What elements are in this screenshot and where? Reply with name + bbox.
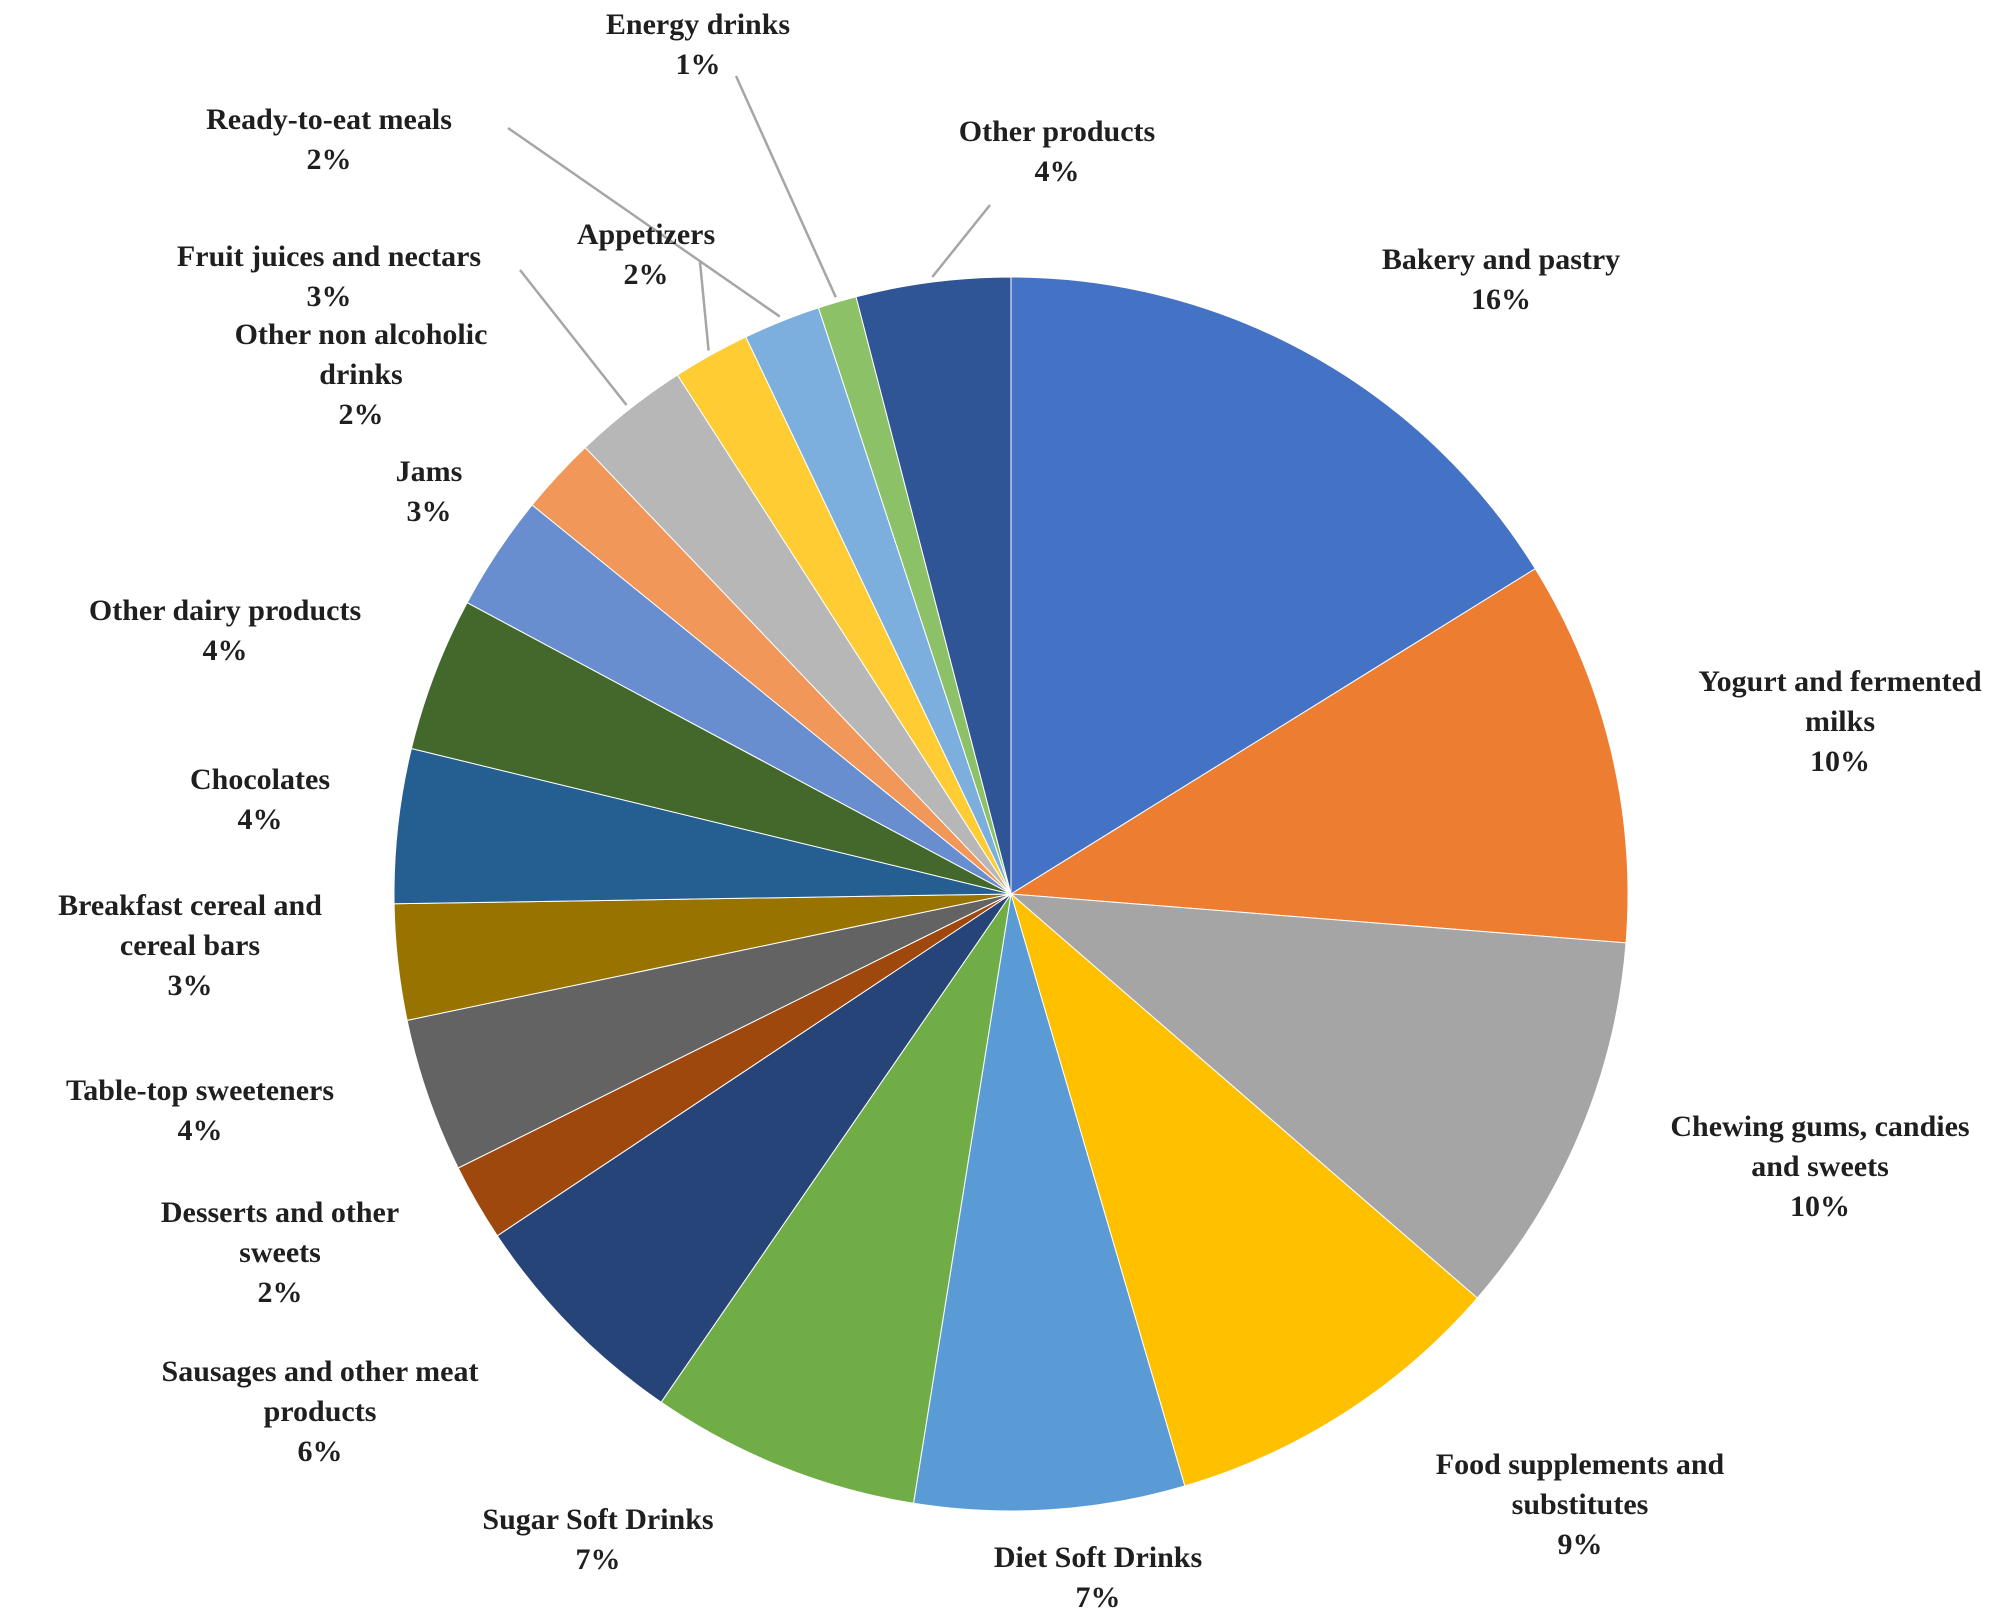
- slice-label-text: Chocolates: [190, 763, 330, 796]
- slice-label-pct: 10%: [1810, 745, 1870, 778]
- slice-label-text: Other non alcoholic: [234, 318, 488, 351]
- slice-label-text: products: [263, 1395, 377, 1428]
- slice-label-text: Breakfast cereal and: [58, 889, 322, 922]
- slice-label-pct: 9%: [1557, 1528, 1603, 1561]
- slice-label-13: Other non alcoholic drinks 2%: [235, 315, 488, 435]
- pie-slice-18: [855, 276, 1012, 895]
- slice-label-text: sweets: [239, 1236, 321, 1269]
- pie-slice-3: [1010, 892, 1479, 1487]
- slice-label-10: Chocolates 4%: [190, 760, 330, 840]
- slice-label-pct: 2%: [306, 143, 352, 176]
- slice-label-text: Food supplements and: [1435, 1448, 1725, 1481]
- pie-slice-5: [660, 893, 1012, 1504]
- slice-label-text: and sweets: [1751, 1150, 1889, 1183]
- slice-label-text: Other products: [958, 115, 1156, 148]
- slice-label-6: Sausages and other meat products 6%: [162, 1352, 479, 1472]
- slice-label-text: Table-top sweeteners: [65, 1074, 335, 1107]
- slice-label-4: Diet Soft Drinks 7%: [994, 1538, 1202, 1618]
- slice-label-text: Energy drinks: [605, 8, 791, 41]
- slice-label-17: Energy drinks 1%: [606, 5, 790, 85]
- leader-line-14: [519, 269, 628, 406]
- slice-label-2: Chewing gums, candies and sweets 10%: [1670, 1107, 1969, 1227]
- slice-label-text: Other dairy products: [88, 594, 362, 627]
- slice-label-pct: 3%: [167, 969, 213, 1002]
- leader-line-16: [507, 126, 781, 318]
- slice-label-8: Table-top sweeteners 4%: [66, 1071, 334, 1151]
- slice-label-text: Desserts and other: [160, 1196, 400, 1229]
- pie-slice-2: [1009, 893, 1627, 1299]
- slice-label-text: Appetizers: [576, 218, 716, 251]
- pie-slice-1: [1009, 568, 1629, 944]
- pie-slice-4: [912, 893, 1186, 1512]
- slice-label-text: cereal bars: [119, 929, 261, 962]
- slice-label-5: Sugar Soft Drinks 7%: [482, 1500, 713, 1580]
- slice-label-pct: 2%: [623, 258, 669, 291]
- slice-label-pct: 3%: [306, 280, 352, 313]
- slice-label-pct: 7%: [575, 1543, 621, 1576]
- slice-label-1: Yogurt and fermented milks 10%: [1698, 662, 1981, 782]
- slice-label-16: Ready-to-eat meals 2%: [206, 100, 452, 180]
- slice-label-11: Other dairy products 4%: [89, 591, 361, 671]
- slice-label-text: Jams: [395, 455, 463, 488]
- slice-label-pct: 16%: [1470, 283, 1531, 316]
- slice-label-pct: 4%: [1034, 155, 1080, 188]
- slice-label-pct: 2%: [338, 398, 384, 431]
- slice-label-text: substitutes: [1511, 1488, 1649, 1521]
- pie-slice-0: [1010, 276, 1536, 895]
- pie-slice-6: [496, 893, 1012, 1403]
- slice-label-3: Food supplements and substitutes 9%: [1436, 1445, 1724, 1565]
- slice-label-text: milks: [1804, 705, 1876, 738]
- slice-label-text: Sugar Soft Drinks: [482, 1503, 714, 1536]
- slice-label-text: drinks: [319, 358, 403, 391]
- slice-label-pct: 7%: [1075, 1581, 1121, 1614]
- slice-label-pct: 10%: [1790, 1190, 1850, 1223]
- leader-line-17: [734, 75, 837, 298]
- slice-label-9: Breakfast cereal and cereal bars 3%: [58, 886, 322, 1006]
- slice-label-pct: 6%: [297, 1435, 343, 1468]
- slice-label-15: Appetizers 2%: [577, 215, 715, 295]
- slice-label-text: Chewing gums, candies: [1670, 1110, 1970, 1143]
- slice-label-pct: 1%: [675, 48, 721, 81]
- slice-label-text: Bakery and pastry: [1381, 243, 1621, 276]
- leader-line-15: [698, 261, 710, 351]
- slice-label-pct: 4%: [202, 634, 248, 667]
- slice-label-7: Desserts and other sweets 2%: [161, 1193, 399, 1313]
- slice-label-text: Ready-to-eat meals: [206, 103, 452, 136]
- leader-line-18: [931, 204, 991, 278]
- slice-label-14: Fruit juices and nectars 3%: [177, 237, 481, 317]
- slice-label-pct: 4%: [177, 1114, 223, 1147]
- slice-label-text: Diet Soft Drinks: [993, 1541, 1203, 1574]
- slice-label-18: Other products 4%: [959, 112, 1155, 192]
- slice-label-0: Bakery and pastry 16%: [1382, 240, 1620, 320]
- slice-label-pct: 3%: [406, 495, 452, 528]
- slice-label-text: Yogurt and fermented: [1698, 665, 1982, 698]
- slice-label-text: Fruit juices and nectars: [176, 240, 482, 273]
- slice-label-12: Jams 3%: [396, 452, 463, 532]
- slice-label-pct: 4%: [237, 803, 283, 836]
- slice-label-pct: 2%: [257, 1276, 303, 1309]
- slice-label-text: Sausages and other meat: [161, 1355, 479, 1388]
